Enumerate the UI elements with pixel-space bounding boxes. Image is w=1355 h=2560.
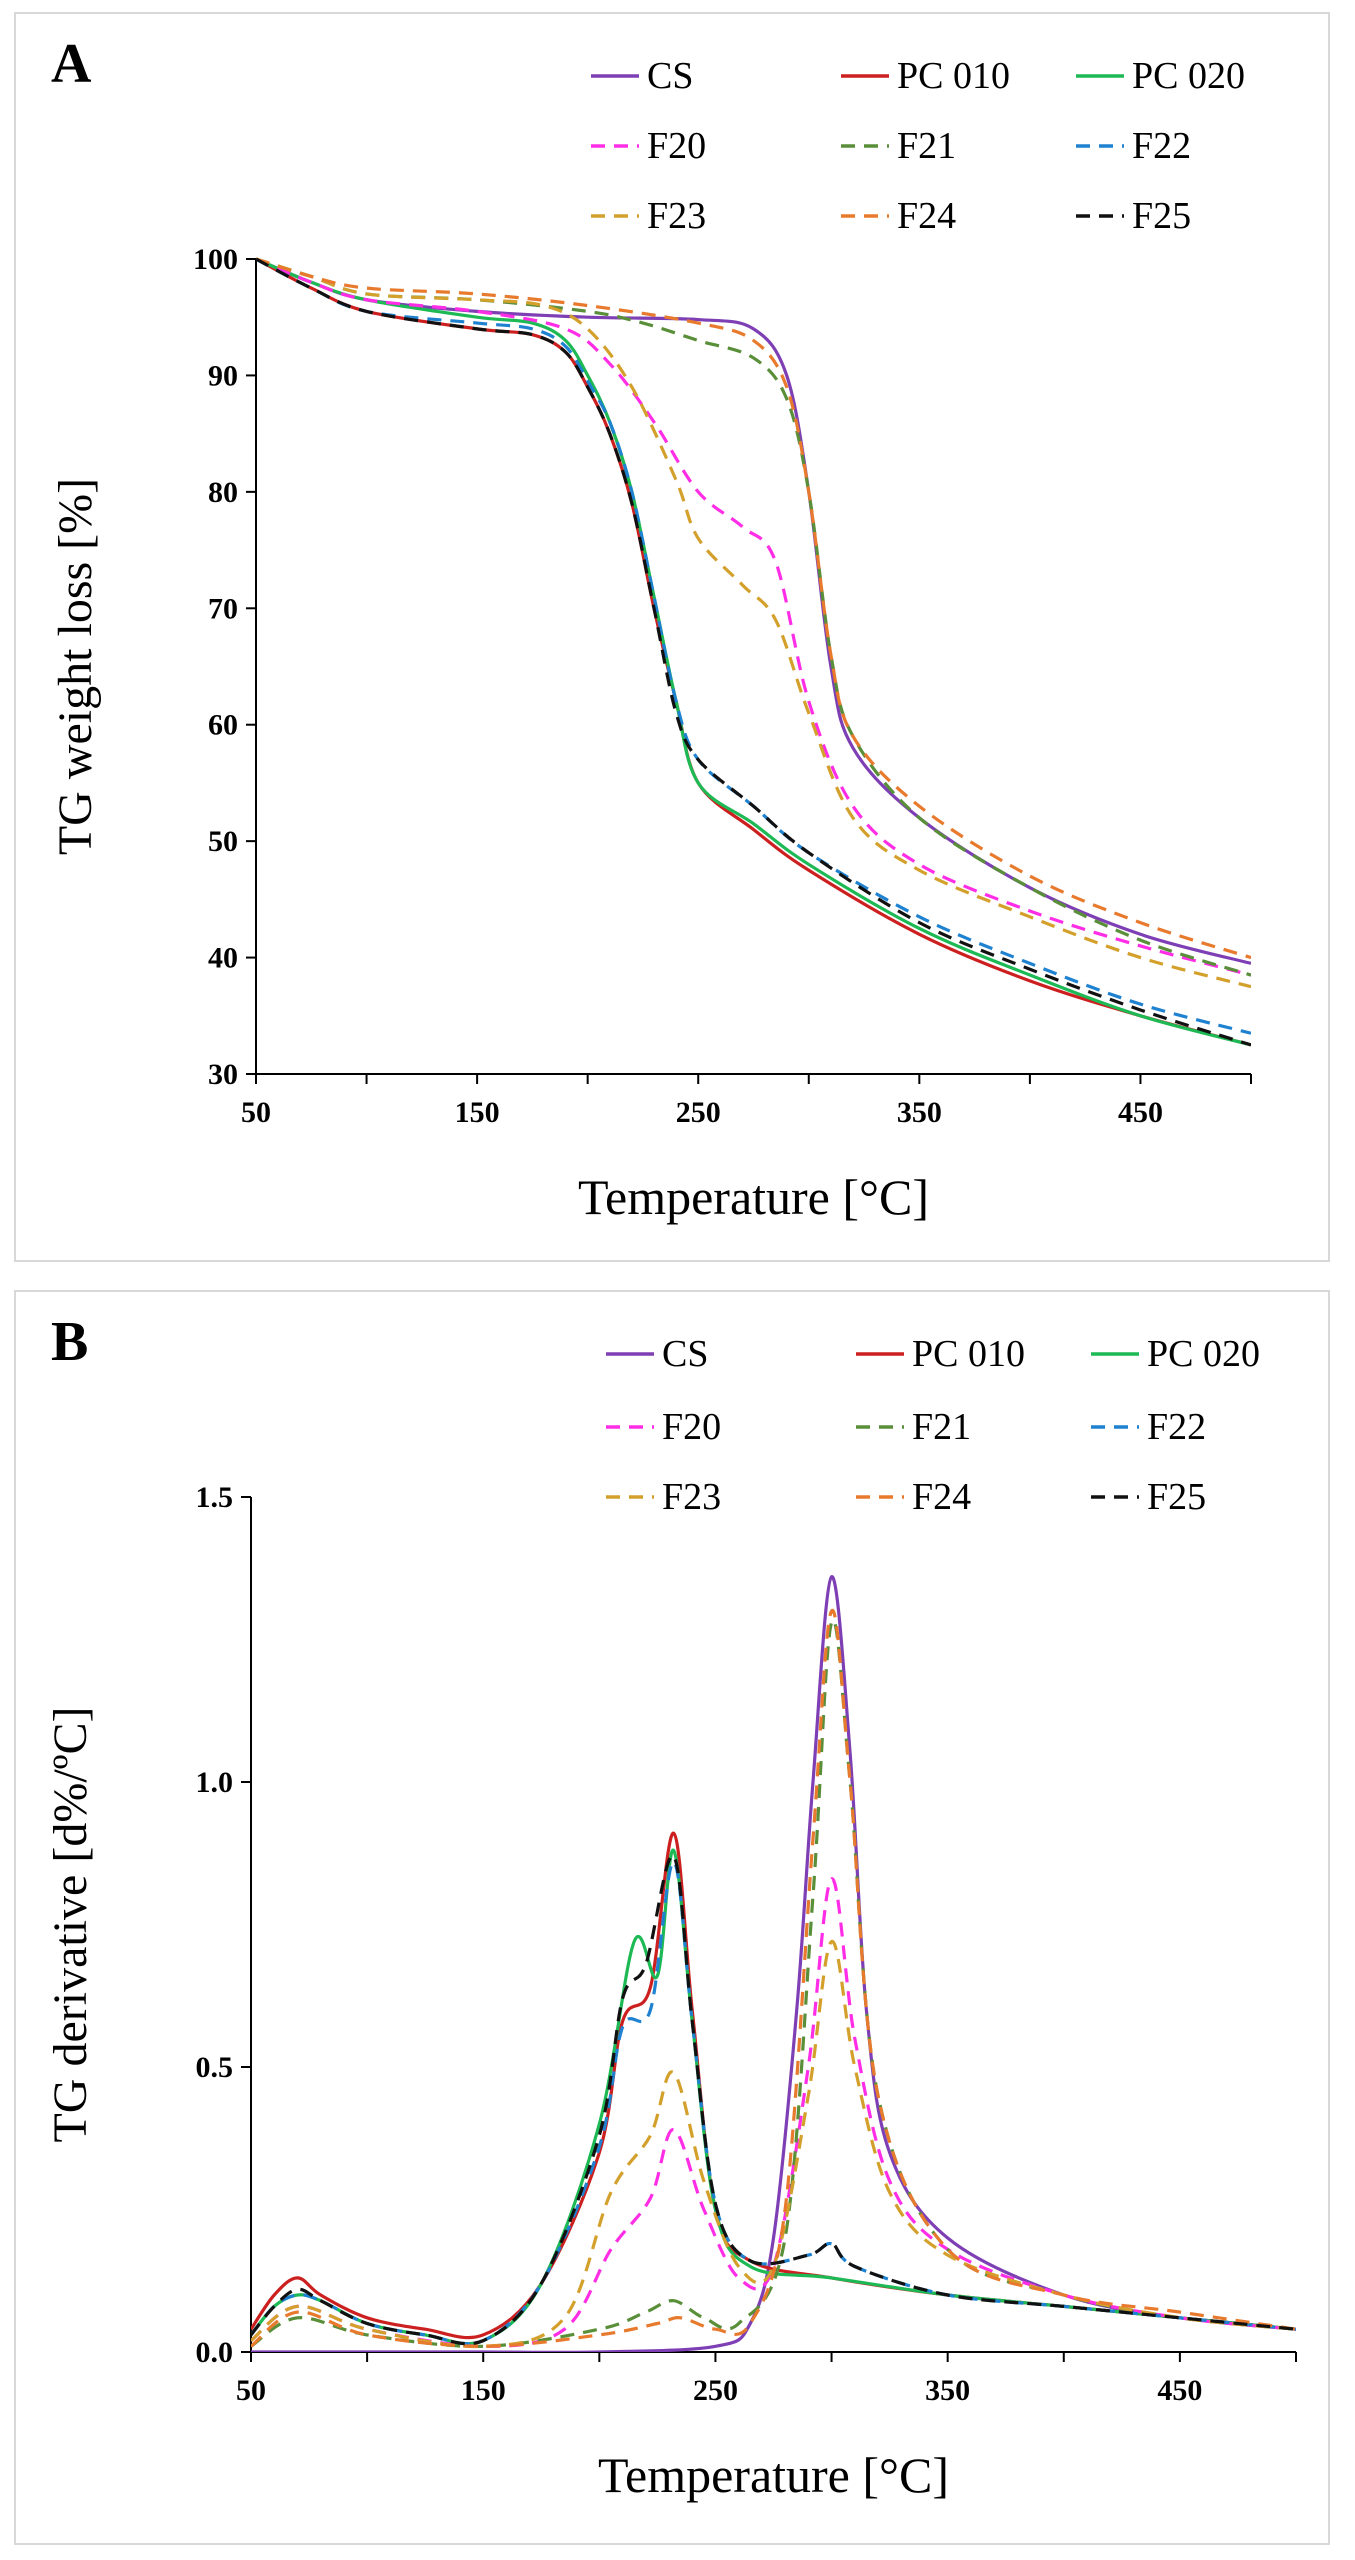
series-line-pc-010 xyxy=(256,257,1251,1047)
chart-b: B 0.0 0.5 1.0 1.5 50 150 250 350 450 Temperature [… xyxy=(44,1311,1297,2503)
x-tick-label: 450 xyxy=(1157,2374,1202,2407)
legend-entry: CS xyxy=(647,55,693,97)
legend-entry: F23 xyxy=(662,1476,721,1518)
legend-entry: F22 xyxy=(1147,1406,1206,1448)
x-tick-label: 350 xyxy=(925,2374,970,2407)
x-tick-label: 450 xyxy=(1118,1096,1163,1129)
legend-entry: F21 xyxy=(897,125,956,167)
y-tick-label: 40 xyxy=(208,942,238,975)
x-tick-label: 150 xyxy=(461,2374,506,2407)
x-tick-label: 250 xyxy=(693,2374,738,2407)
legend-entry: PC 010 xyxy=(912,1333,1025,1375)
x-tick-label: 50 xyxy=(241,1096,271,1129)
legend-entry: F24 xyxy=(897,195,956,237)
y-tick-label: 30 xyxy=(208,1058,238,1091)
panel-label: B xyxy=(51,1311,88,1373)
panel-b: B 0.0 0.5 1.0 1.5 50 150 250 350 450 Temperature [… xyxy=(14,1290,1330,2545)
y-tick-label: 0.5 xyxy=(196,2051,234,2084)
legend-entry: F25 xyxy=(1132,195,1191,237)
y-tick-label: 1.0 xyxy=(196,1766,234,1799)
series-line-f24 xyxy=(251,1608,1296,2348)
series-line-f23 xyxy=(251,1939,1296,2349)
panel-label: A xyxy=(51,33,92,95)
legend-entry: F23 xyxy=(647,195,706,237)
x-tick-label: 150 xyxy=(455,1096,500,1129)
legend-entry: PC 010 xyxy=(897,55,1010,97)
series-line-pc-020 xyxy=(256,257,1251,1047)
y-tick-label: 50 xyxy=(208,825,238,858)
legend-entry: F25 xyxy=(1147,1476,1206,1518)
series-line-f21 xyxy=(256,257,1251,977)
y-tick-label: 80 xyxy=(208,476,238,509)
x-tick-label: 350 xyxy=(897,1096,942,1129)
series-line-cs xyxy=(251,1575,1296,2352)
series-line-f22 xyxy=(256,257,1251,1035)
legend-entry: F24 xyxy=(912,1476,971,1518)
legend-entry: F20 xyxy=(647,125,706,167)
y-tick-label: 60 xyxy=(208,709,238,742)
chart-a: A 30 40 50 60 70 80 90 100 50 150 250 350 450 Temperat… xyxy=(49,33,1252,1225)
legend-entry: F20 xyxy=(662,1406,721,1448)
x-axis-label: Temperature [°C] xyxy=(598,2447,949,2503)
series-group xyxy=(256,257,1251,1047)
series-line-cs xyxy=(256,257,1251,965)
y-tick-label: 90 xyxy=(208,359,238,392)
y-tick-label: 70 xyxy=(208,592,238,625)
y-tick-label: 100 xyxy=(193,243,238,276)
legend-entry: PC 020 xyxy=(1132,55,1245,97)
legend-entry: F22 xyxy=(1132,125,1191,167)
x-tick-label: 250 xyxy=(676,1096,721,1129)
series-line-f23 xyxy=(256,257,1251,989)
series-line-f25 xyxy=(256,257,1251,1047)
panel-a: A 30 40 50 60 70 80 90 100 50 150 250 350 450 Temperat… xyxy=(14,12,1330,1262)
y-axis-label: TG derivative [d%/ºC] xyxy=(44,1706,97,2142)
series-line-f25 xyxy=(251,1854,1296,2346)
series-line-f20 xyxy=(256,257,1251,977)
x-tick-label: 50 xyxy=(236,2374,266,2407)
legend-entry: CS xyxy=(662,1333,708,1375)
y-tick-label: 1.5 xyxy=(196,1481,234,1514)
series-group xyxy=(251,1575,1296,2352)
y-tick-label: 0.0 xyxy=(196,2336,234,2369)
x-axis-label: Temperature [°C] xyxy=(578,1169,929,1225)
series-line-f24 xyxy=(256,257,1251,960)
legend-entry: F21 xyxy=(912,1406,971,1448)
legend-entry: PC 020 xyxy=(1147,1333,1260,1375)
y-axis-label: TG weight loss [%] xyxy=(49,478,102,855)
